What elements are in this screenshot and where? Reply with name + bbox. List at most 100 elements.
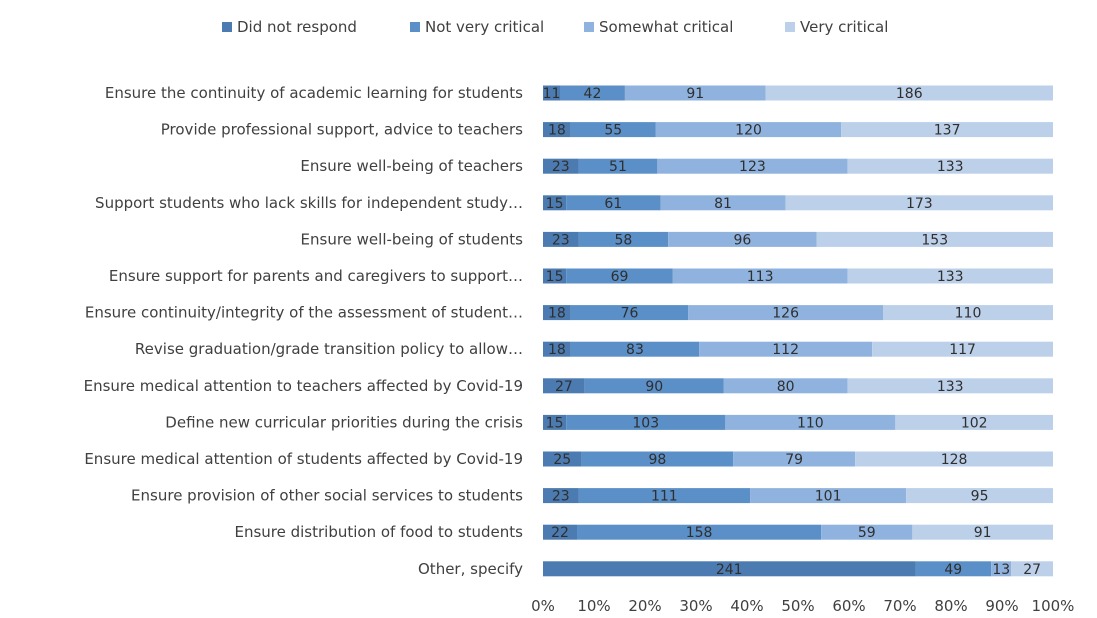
data-label: 80 (777, 379, 795, 395)
legend-label: Very critical (800, 18, 888, 36)
legend-swatch (584, 22, 594, 32)
bar-segment (543, 561, 916, 577)
bar-segment (543, 85, 560, 101)
bar-segment (895, 414, 1053, 430)
data-label: 23 (552, 232, 570, 248)
data-label: 22 (551, 525, 569, 541)
data-label: 58 (614, 232, 632, 248)
legend-swatch (410, 22, 420, 32)
bar-segment (543, 158, 579, 174)
bar-segment (906, 488, 1053, 504)
data-label: 51 (609, 159, 627, 175)
x-tick-label: 70% (883, 597, 916, 615)
bar-segment (543, 195, 567, 211)
category-label: Ensure well-being of students (301, 230, 524, 248)
bar-segment (570, 122, 656, 138)
x-tick-label: 40% (730, 597, 763, 615)
data-label: 186 (896, 86, 923, 102)
data-label: 123 (739, 159, 766, 175)
bar-segment (841, 122, 1053, 138)
x-tick-label: 10% (577, 597, 610, 615)
bar-segment (655, 122, 842, 138)
data-label: 126 (772, 306, 799, 322)
x-tick-label: 30% (679, 597, 712, 615)
data-label: 11 (543, 86, 561, 102)
data-label: 120 (735, 123, 762, 139)
category-label: Other, specify (418, 560, 523, 578)
data-labels: 11 42 91 186 18 55 120 137 23 51 123 133 15 61 81 173 23… (543, 86, 1041, 578)
data-label: 91 (686, 86, 704, 102)
bars (543, 85, 1053, 577)
bar-segment (543, 488, 579, 504)
bar-segment (543, 305, 571, 321)
category-label: Support students who lack skills for ind… (95, 194, 523, 212)
bar-segment (543, 451, 582, 467)
data-label: 117 (949, 342, 976, 358)
data-label: 18 (548, 306, 566, 322)
bar-segment (699, 341, 873, 357)
bar-segment (570, 341, 700, 357)
data-label: 153 (921, 232, 948, 248)
legend-item: Did not respond (222, 18, 357, 36)
bar-segment (668, 231, 817, 247)
bar-segment (847, 158, 1053, 174)
data-label: 128 (941, 452, 968, 468)
x-tick-label: 50% (781, 597, 814, 615)
data-label: 112 (772, 342, 799, 358)
bar-segment (581, 451, 734, 467)
data-label: 15 (546, 196, 564, 212)
category-label: Provide professional support, advice to … (161, 121, 523, 139)
bar-segment (577, 524, 822, 540)
bar-segment (750, 488, 907, 504)
category-label: Ensure well-being of teachers (300, 157, 523, 175)
legend-label: Did not respond (237, 18, 357, 36)
data-label: 83 (626, 342, 644, 358)
legend-swatch (222, 22, 232, 32)
bar-segment (915, 561, 992, 577)
data-label: 81 (714, 196, 732, 212)
x-tick-label: 80% (934, 597, 967, 615)
data-label: 173 (906, 196, 933, 212)
category-label: Revise graduation/grade transition polic… (135, 340, 523, 358)
bar-segment (991, 561, 1012, 577)
bar-segment (883, 305, 1053, 321)
bar-segment (847, 268, 1053, 284)
data-label: 102 (961, 415, 988, 431)
bar-segment (566, 414, 726, 430)
legend-label: Somewhat critical (599, 18, 733, 36)
legend-item: Somewhat critical (584, 18, 733, 36)
category-label: Ensure the continuity of academic learni… (105, 84, 523, 102)
bar-segment (723, 378, 848, 394)
data-label: 18 (548, 123, 566, 139)
data-label: 27 (555, 379, 573, 395)
bar-segment (543, 122, 571, 138)
bar-segment (624, 85, 766, 101)
bar-segment (816, 231, 1053, 247)
bar-segment (855, 451, 1053, 467)
bar-segment (785, 195, 1053, 211)
data-label: 76 (621, 306, 639, 322)
legend-item: Very critical (785, 18, 888, 36)
data-label: 55 (604, 123, 622, 139)
category-label: Ensure distribution of food to students (234, 523, 523, 541)
data-label: 133 (937, 159, 964, 175)
category-label: Ensure provision of other social service… (131, 487, 523, 505)
category-label: Ensure support for parents and caregiver… (109, 267, 523, 285)
bar-segment (578, 158, 658, 174)
bar-segment (543, 268, 567, 284)
x-tick-label: 60% (832, 597, 865, 615)
data-label: 95 (971, 489, 989, 505)
bar-segment (543, 414, 567, 430)
bar-segment (733, 451, 856, 467)
category-label: Ensure medical attention to teachers aff… (84, 377, 523, 395)
data-label: 133 (937, 379, 964, 395)
data-label: 137 (934, 123, 961, 139)
bar-segment (543, 341, 571, 357)
data-label: 98 (648, 452, 666, 468)
data-label: 69 (611, 269, 629, 285)
data-label: 15 (546, 415, 564, 431)
bar-segment (872, 341, 1053, 357)
bar-segment (578, 488, 751, 504)
data-label: 49 (944, 562, 962, 578)
